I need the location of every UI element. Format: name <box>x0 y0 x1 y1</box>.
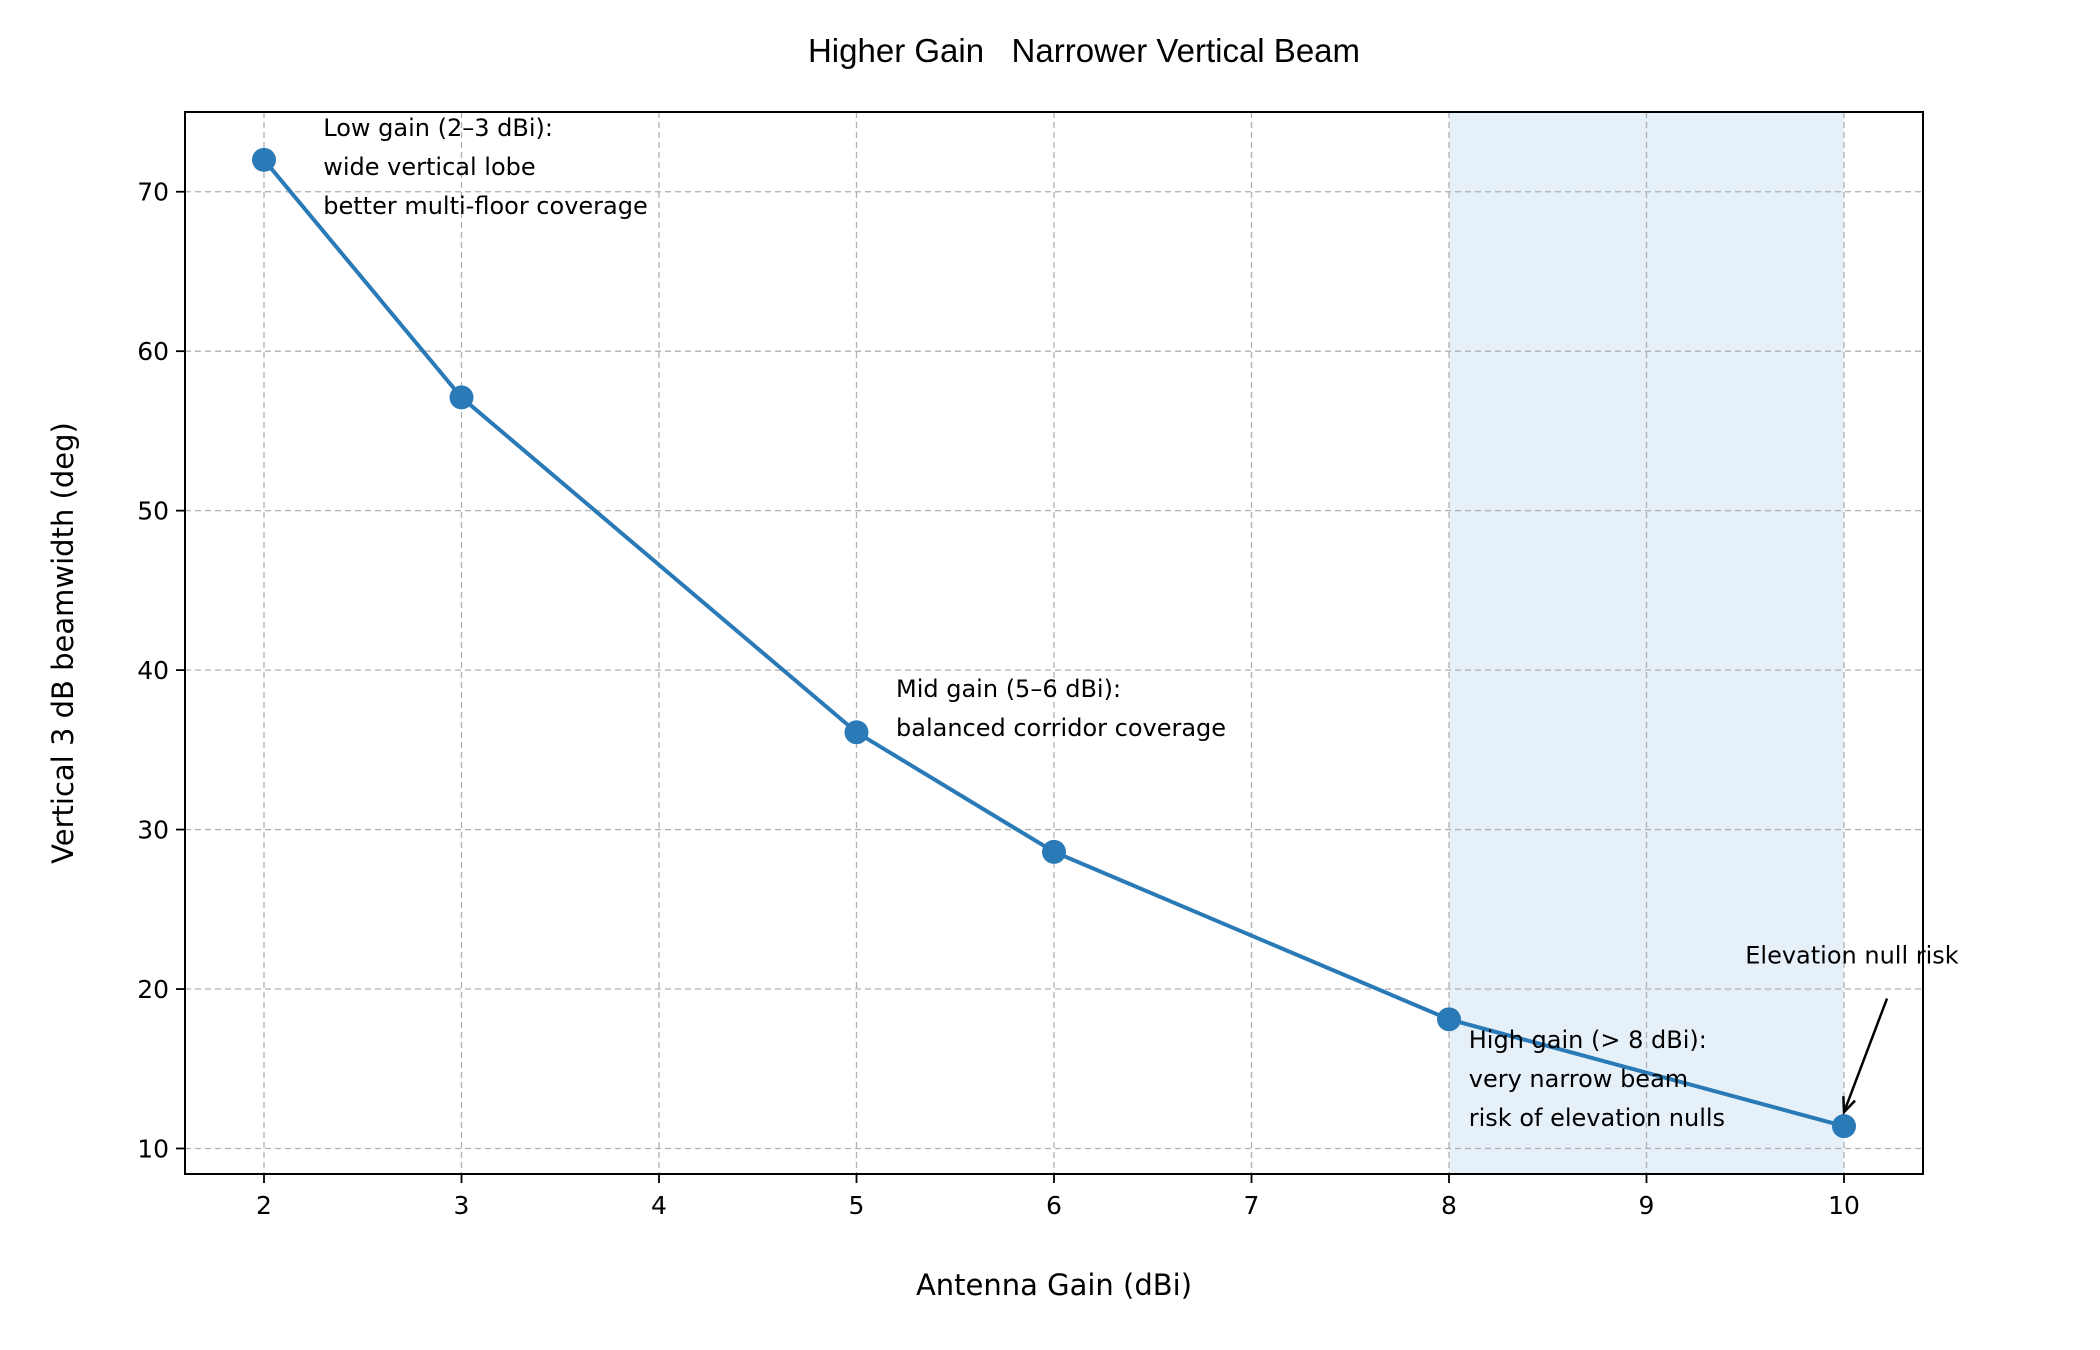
annotation-low-line: better multi-floor coverage <box>323 192 647 220</box>
beamwidth-series-line <box>262 158 1845 1129</box>
y-tick-label: 70 <box>137 178 169 207</box>
data-point <box>252 147 276 172</box>
annotation-arrow <box>1842 998 1889 1113</box>
data-point <box>1832 1114 1856 1139</box>
x-tick-label: 10 <box>1828 1191 1860 1220</box>
x-axis-label: Antenna Gain (dBi) <box>916 1268 1192 1302</box>
annotation-mid-line: Mid gain (5–6 dBi): <box>896 675 1121 703</box>
y-tick-label: 50 <box>137 497 169 526</box>
x-tick-label: 7 <box>1244 1191 1260 1220</box>
annotation-low-line: wide vertical lobe <box>323 153 535 181</box>
annotation-null-line: Elevation null risk <box>1745 942 1959 970</box>
x-tick-label: 6 <box>1046 1191 1062 1220</box>
data-point <box>1042 839 1066 864</box>
annotation-high-line: risk of elevation nulls <box>1469 1104 1725 1132</box>
chart-title: Higher Gain Narrower Vertical Beam <box>808 32 1360 69</box>
x-tick-label: 9 <box>1639 1191 1655 1220</box>
y-tick-label: 40 <box>137 656 169 685</box>
annotation-high-line: very narrow beam <box>1469 1065 1688 1093</box>
x-tick-label: 4 <box>651 1191 667 1220</box>
data-point <box>844 720 869 745</box>
x-tick-label: 5 <box>849 1191 865 1220</box>
annotation-high-line: High gain (> 8 dBi): <box>1469 1026 1707 1054</box>
data-point <box>449 385 474 410</box>
x-tick-label: 8 <box>1441 1191 1457 1220</box>
y-tick-label: 20 <box>137 975 169 1004</box>
annotation-low-line: Low gain (2–3 dBi): <box>323 114 553 142</box>
x-tick-label: 2 <box>256 1191 272 1220</box>
y-tick-label: 60 <box>137 337 169 366</box>
x-tick-label: 3 <box>454 1191 470 1220</box>
y-tick-label: 10 <box>137 1134 169 1163</box>
annotation-mid-line: balanced corridor coverage <box>896 714 1226 742</box>
y-tick-label: 30 <box>137 816 169 845</box>
data-point <box>1437 1007 1461 1032</box>
arrowhead-icon <box>1842 1096 1856 1116</box>
y-axis-label: Vertical 3 dB beamwidth (deg) <box>46 422 80 864</box>
